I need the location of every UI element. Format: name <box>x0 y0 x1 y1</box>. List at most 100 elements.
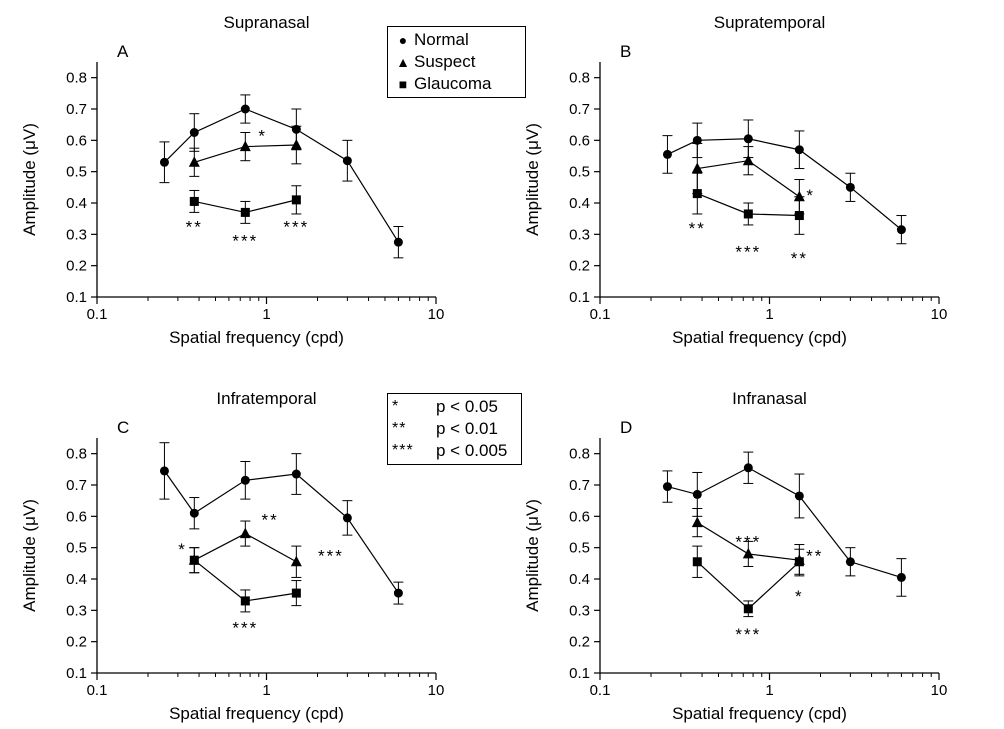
data-point-suspect <box>691 162 703 174</box>
chart-panel-a: 0.1 0.2 0.3 0.4 0.5 0.6 0.7 0.8 0.1 1 10 Supranasal… <box>20 13 444 347</box>
y-tick-label: 0.3 <box>66 602 87 619</box>
y-tick-label: 0.7 <box>66 477 87 494</box>
y-tick-label: 0.5 <box>66 540 87 557</box>
data-point-suspect <box>188 156 200 167</box>
y-tick-label: 0.1 <box>569 289 590 306</box>
data-point-glaucoma <box>240 207 250 217</box>
y-tick-label: 0.7 <box>569 477 590 494</box>
significance-annotation: *** <box>232 232 258 251</box>
data-point-normal <box>189 128 199 137</box>
y-axis-label: Amplitude (μV) <box>523 499 542 612</box>
x-tick-label: 10 <box>428 682 445 699</box>
series-legend: ● Normal ▲ Suspect ■ Glaucoma <box>387 26 526 98</box>
y-axis-label: Amplitude (μV) <box>523 123 542 236</box>
data-point-normal <box>662 482 672 492</box>
data-point-suspect <box>691 516 703 528</box>
panel-letter: D <box>620 418 632 437</box>
data-point-normal <box>692 135 702 145</box>
x-tick-label: 1 <box>262 682 270 699</box>
x-tick-label: 10 <box>428 306 445 323</box>
data-point-glaucoma <box>692 557 702 567</box>
triangle-marker-icon: ▲ <box>396 54 410 70</box>
y-tick-label: 0.1 <box>66 665 87 682</box>
legend-label-glaucoma: Glaucoma <box>414 74 492 93</box>
significance-annotation: * <box>258 127 267 146</box>
x-axis-label: Spatial frequency (cpd) <box>169 328 344 347</box>
data-point-suspect <box>742 154 754 166</box>
y-tick-label: 0.7 <box>569 101 590 118</box>
significance-annotation: *** <box>735 532 761 551</box>
data-point-suspect <box>290 555 302 567</box>
panel-letter: B <box>620 42 631 61</box>
y-tick-label: 0.8 <box>66 446 87 463</box>
chart-panel-d: 0.1 0.2 0.3 0.4 0.5 0.6 0.7 0.8 0.1 1 10 Infranasal… <box>523 389 947 723</box>
chart-panel-b: 0.1 0.2 0.3 0.4 0.5 0.6 0.7 0.8 0.1 1 10 Supratempo… <box>523 13 947 347</box>
legend-item-normal: ● Normal <box>392 29 525 51</box>
significance-stars-3: *** <box>392 442 414 459</box>
data-point-normal <box>189 508 199 518</box>
data-point-normal <box>159 466 169 476</box>
y-tick-label: 0.2 <box>66 634 87 651</box>
data-point-normal <box>845 557 855 567</box>
chart-title: Infratemporal <box>216 389 316 408</box>
significance-annotation: *** <box>318 547 344 566</box>
y-axis-label: Amplitude (μV) <box>20 499 39 612</box>
data-point-normal <box>743 134 753 144</box>
y-tick-label: 0.2 <box>569 634 590 651</box>
y-tick-label: 0.8 <box>569 446 590 463</box>
data-point-suspect <box>239 140 251 152</box>
significance-label-3: p < 0.005 <box>436 441 508 460</box>
data-point-normal <box>393 237 403 247</box>
data-point-suspect <box>290 139 302 150</box>
y-tick-label: 0.6 <box>569 508 590 525</box>
significance-annotation: * <box>795 587 804 606</box>
y-tick-label: 0.6 <box>66 132 87 149</box>
data-point-normal <box>342 513 352 523</box>
data-point-glaucoma <box>794 557 804 567</box>
data-point-glaucoma <box>189 555 199 565</box>
significance-annotation: ** <box>806 547 823 566</box>
data-point-normal <box>743 463 753 473</box>
data-point-normal <box>240 104 250 114</box>
y-tick-label: 0.2 <box>569 258 590 275</box>
data-point-normal <box>794 491 804 501</box>
x-tick-label: 0.1 <box>590 682 611 699</box>
x-tick-label: 0.1 <box>87 306 108 323</box>
x-tick-label: 0.1 <box>590 306 611 323</box>
data-point-normal <box>291 469 301 479</box>
data-point-glaucoma <box>794 211 804 221</box>
y-tick-label: 0.4 <box>66 571 87 588</box>
y-tick-label: 0.3 <box>569 602 590 619</box>
significance-legend: * p < 0.05 ** p < 0.01 *** p < 0.005 <box>387 393 522 465</box>
y-tick-label: 0.3 <box>569 226 590 243</box>
circle-marker-icon: ● <box>398 32 408 48</box>
significance-annotation: * <box>806 186 815 205</box>
y-tick-label: 0.6 <box>66 508 87 525</box>
x-axis-label: Spatial frequency (cpd) <box>169 704 344 723</box>
chart-title: Supratemporal <box>714 13 826 32</box>
significance-label-1: p < 0.05 <box>436 397 498 416</box>
significance-label-2: p < 0.01 <box>436 419 498 438</box>
data-point-normal <box>896 225 906 235</box>
legend-label-normal: Normal <box>414 30 469 49</box>
data-point-glaucoma <box>291 195 301 205</box>
x-axis-label: Spatial frequency (cpd) <box>672 704 847 723</box>
y-tick-label: 0.5 <box>569 164 590 181</box>
data-point-normal <box>342 156 352 166</box>
significance-annotation: ** <box>186 218 203 237</box>
data-point-glaucoma <box>692 189 702 199</box>
data-point-glaucoma <box>743 604 753 614</box>
data-point-suspect <box>239 527 251 539</box>
x-tick-label: 1 <box>765 306 773 323</box>
legend-item-suspect: ▲ Suspect <box>392 51 525 73</box>
significance-annotation: ** <box>791 249 808 268</box>
x-tick-label: 10 <box>931 306 948 323</box>
legend-label-suspect: Suspect <box>414 52 476 71</box>
panel-letter: A <box>117 42 129 61</box>
series-line-normal <box>164 108 399 243</box>
square-marker-icon: ■ <box>398 76 408 92</box>
data-point-suspect <box>742 547 754 559</box>
data-point-glaucoma <box>189 196 199 206</box>
x-tick-label: 1 <box>262 306 270 323</box>
y-tick-label: 0.1 <box>66 289 87 306</box>
